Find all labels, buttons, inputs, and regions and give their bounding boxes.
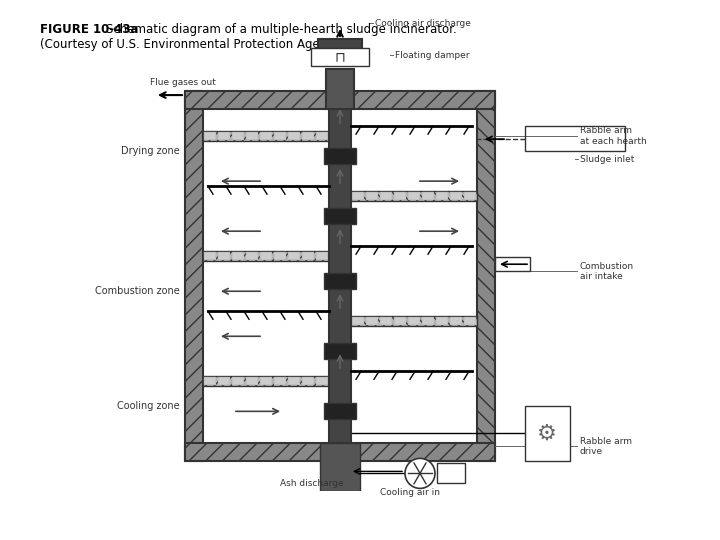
- Bar: [525, 126, 625, 151]
- Text: Cooling air discharge: Cooling air discharge: [375, 18, 471, 28]
- Bar: [450, 192, 462, 200]
- Bar: [437, 463, 465, 483]
- Circle shape: [405, 458, 435, 488]
- Bar: [525, 406, 570, 461]
- Bar: [185, 443, 495, 461]
- Text: (Courtesy of U.S. Environmental Protection Agency.): (Courtesy of U.S. Environmental Protecti…: [40, 38, 347, 51]
- Bar: [316, 252, 328, 260]
- Bar: [218, 252, 230, 260]
- Bar: [218, 132, 230, 140]
- Bar: [274, 377, 286, 386]
- Bar: [302, 252, 314, 260]
- Bar: [380, 192, 392, 200]
- Bar: [246, 377, 258, 386]
- Bar: [288, 252, 300, 260]
- Text: Cooling air in: Cooling air in: [380, 488, 440, 497]
- Bar: [316, 377, 328, 386]
- Bar: [394, 318, 406, 325]
- Bar: [274, 252, 286, 260]
- Text: All Rights Reserved: All Rights Reserved: [490, 519, 585, 529]
- Text: FIGURE 10-43a: FIGURE 10-43a: [40, 23, 138, 36]
- Bar: [246, 132, 258, 140]
- Bar: [311, 48, 369, 66]
- Bar: [464, 318, 476, 325]
- Bar: [302, 132, 314, 140]
- Bar: [246, 252, 258, 260]
- Text: Sludge inlet: Sludge inlet: [580, 154, 634, 164]
- Bar: [324, 208, 356, 224]
- Text: Basic Environmental Technology, Sixth Edition: Basic Environmental Technology, Sixth Ed…: [255, 502, 481, 512]
- Text: ALWAYS LEARNING: ALWAYS LEARNING: [8, 508, 169, 523]
- Text: Rabble arm
at each hearth: Rabble arm at each hearth: [580, 126, 647, 146]
- Bar: [436, 318, 448, 325]
- Text: PEARSON: PEARSON: [593, 506, 690, 524]
- Text: Schematic diagram of a multiple-hearth sludge incinerator.: Schematic diagram of a multiple-hearth s…: [107, 23, 457, 36]
- Text: ⊓: ⊓: [335, 50, 346, 64]
- Bar: [394, 192, 406, 200]
- Text: Combustion zone: Combustion zone: [95, 286, 180, 296]
- Text: Drying zone: Drying zone: [121, 146, 180, 156]
- Bar: [204, 377, 216, 386]
- Text: Floating damper: Floating damper: [395, 51, 469, 59]
- Bar: [320, 443, 360, 491]
- Text: ⚙: ⚙: [537, 423, 557, 443]
- Bar: [232, 252, 244, 260]
- Text: Combustion
air intake: Combustion air intake: [580, 261, 634, 281]
- Text: Jerry A. Nathanson | Richard A. Schneider: Jerry A. Nathanson | Richard A. Schneide…: [255, 519, 458, 529]
- Text: Copyright © 2015 by Pearson Education, Inc.: Copyright © 2015 by Pearson Education, I…: [490, 502, 711, 512]
- Bar: [351, 191, 477, 201]
- Bar: [464, 192, 476, 200]
- Bar: [260, 252, 272, 260]
- Bar: [329, 91, 351, 443]
- Bar: [477, 91, 495, 461]
- Bar: [302, 377, 314, 386]
- Bar: [274, 132, 286, 140]
- Bar: [422, 192, 434, 200]
- Text: Rabble arm
drive: Rabble arm drive: [580, 437, 632, 456]
- Bar: [316, 132, 328, 140]
- Bar: [288, 377, 300, 386]
- Bar: [185, 91, 203, 461]
- Bar: [408, 318, 420, 325]
- Text: Ash discharge: Ash discharge: [280, 480, 343, 488]
- Bar: [422, 318, 434, 325]
- Bar: [203, 109, 477, 443]
- Bar: [324, 343, 356, 359]
- Bar: [352, 192, 364, 200]
- Bar: [408, 192, 420, 200]
- Bar: [326, 69, 354, 109]
- Bar: [324, 273, 356, 289]
- Bar: [495, 257, 530, 271]
- Bar: [203, 131, 329, 141]
- Bar: [366, 192, 378, 200]
- Bar: [260, 132, 272, 140]
- Bar: [324, 148, 356, 164]
- Bar: [204, 252, 216, 260]
- Bar: [232, 377, 244, 386]
- Bar: [232, 132, 244, 140]
- Bar: [185, 91, 495, 109]
- Text: Cooling zone: Cooling zone: [117, 401, 180, 411]
- Bar: [380, 318, 392, 325]
- Bar: [324, 403, 356, 420]
- Bar: [318, 39, 362, 51]
- Text: Flue gases out: Flue gases out: [150, 78, 216, 86]
- Bar: [366, 318, 378, 325]
- Bar: [450, 318, 462, 325]
- Bar: [351, 316, 477, 326]
- Bar: [203, 376, 329, 386]
- Bar: [218, 377, 230, 386]
- Bar: [352, 318, 364, 325]
- Bar: [288, 132, 300, 140]
- Bar: [204, 132, 216, 140]
- Bar: [203, 251, 329, 261]
- Bar: [260, 377, 272, 386]
- Bar: [436, 192, 448, 200]
